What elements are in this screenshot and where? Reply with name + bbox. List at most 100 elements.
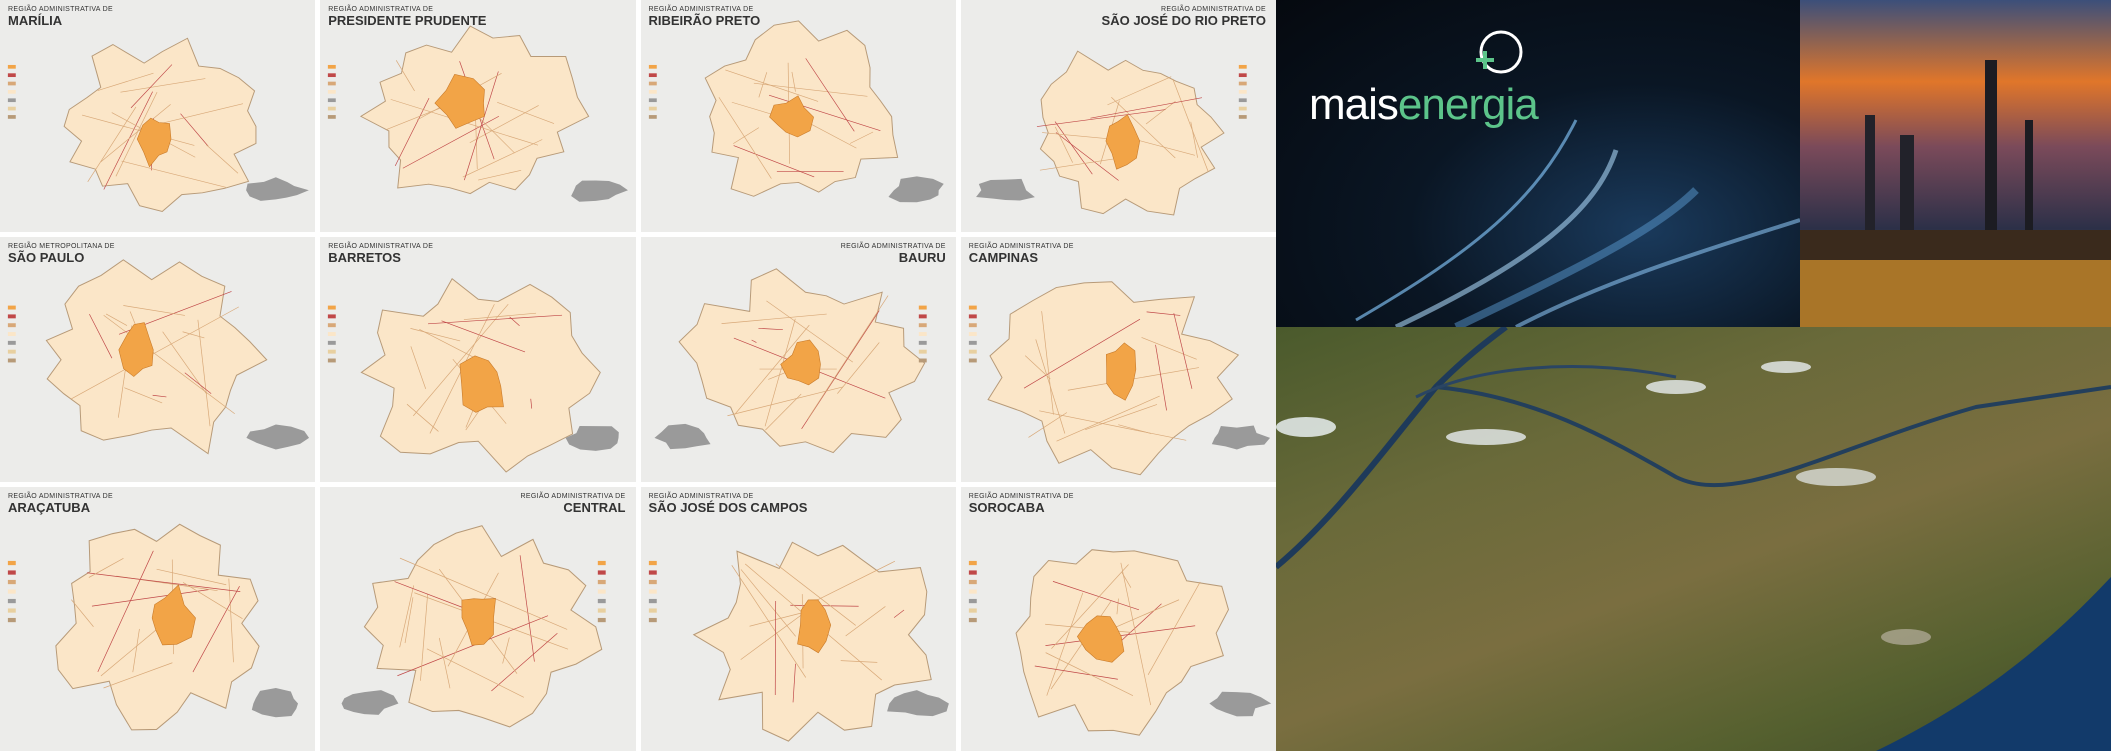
road	[1147, 581, 1201, 676]
map-kicker: REGIÃO ADMINISTRATIVA DE	[328, 6, 434, 13]
road	[840, 660, 877, 663]
legend-swatch	[7, 560, 16, 566]
road	[197, 319, 211, 427]
legend-swatch	[598, 570, 606, 575]
map-kicker: REGIÃO ADMINISTRATIVA DE	[968, 493, 1074, 500]
road	[91, 589, 209, 607]
legend-swatch	[968, 332, 977, 336]
road	[394, 581, 471, 611]
road	[97, 550, 154, 673]
road	[130, 64, 173, 109]
road	[410, 346, 427, 390]
map-kicker: REGIÃO ADMINISTRATIVA DE	[840, 243, 946, 250]
legend-swatch	[598, 617, 606, 623]
road	[439, 637, 451, 689]
road	[1090, 97, 1202, 119]
legend-swatch	[1238, 98, 1247, 103]
state-inset	[975, 178, 1035, 201]
legend-swatch	[7, 589, 16, 594]
map-drawing	[7, 523, 299, 731]
road	[1116, 598, 1119, 615]
map-title: REGIÃO ADMINISTRATIVA DE ARAÇATUBA	[8, 493, 113, 515]
legend-swatch	[648, 589, 657, 594]
road	[1024, 355, 1051, 380]
legend-swatch	[1238, 106, 1247, 111]
map-name: SÃO JOSÉ DO RIO PRETO	[1101, 13, 1266, 28]
road	[1028, 412, 1067, 438]
road	[441, 320, 526, 353]
map-panel: REGIÃO ADMINISTRATIVA DE ARAÇATUBA	[0, 487, 316, 751]
map-name: SÃO JOSÉ DOS CAMPOS	[648, 500, 808, 515]
satellite-features	[1276, 327, 2111, 751]
streak	[1454, 187, 1699, 327]
map-name: PRESIDENTE PRUDENTE	[328, 13, 487, 28]
road	[1054, 126, 1073, 163]
map-kicker: REGIÃO METROPOLITANA DE	[8, 243, 115, 250]
road	[530, 398, 533, 409]
legend-swatch	[648, 560, 657, 566]
map-drawing	[648, 20, 944, 203]
legend-swatch	[968, 589, 977, 594]
road	[718, 97, 772, 179]
map-name: RIBEIRÃO PRETO	[648, 13, 761, 28]
state-inset	[887, 176, 944, 203]
map-grid: REGIÃO ADMINISTRATIVA DE MARÍLIA REGIÃO AD…	[0, 0, 1276, 751]
legend-swatch	[1238, 115, 1247, 119]
road	[724, 69, 818, 102]
road	[397, 615, 549, 677]
legend-swatch	[328, 314, 337, 319]
map-panel: REGIÃO ADMINISTRATIVA DE RIBEIRÃO PRETO	[640, 0, 956, 232]
road	[192, 586, 240, 673]
road	[406, 403, 439, 432]
legend-swatch	[968, 560, 977, 566]
highlight-area	[136, 117, 172, 168]
legend-swatch	[7, 314, 16, 319]
river	[1415, 365, 1677, 399]
legend-swatch	[7, 579, 16, 585]
road	[88, 558, 124, 578]
legend-swatch	[968, 598, 977, 604]
road	[1050, 564, 1129, 649]
road	[845, 606, 886, 637]
legend-swatch	[328, 349, 337, 354]
road	[1056, 395, 1160, 442]
legend-swatch	[648, 64, 657, 69]
road	[802, 560, 895, 608]
map-drawing	[7, 37, 309, 213]
road	[804, 58, 855, 132]
legend-swatch	[918, 340, 927, 345]
legend-swatch	[328, 332, 337, 336]
road	[807, 295, 888, 419]
legend-swatch	[968, 349, 977, 354]
highlight-area	[118, 322, 154, 377]
road	[750, 339, 757, 343]
road	[100, 625, 162, 677]
logo-plus	[1476, 51, 1494, 69]
map-name: BARRETOS	[328, 250, 401, 265]
road	[757, 327, 783, 331]
legend-swatch	[7, 115, 16, 119]
road	[132, 628, 140, 673]
road	[184, 372, 212, 394]
road	[123, 305, 185, 316]
road	[491, 632, 558, 692]
legend-swatch	[7, 332, 16, 336]
road	[419, 329, 481, 361]
map-panel: REGIÃO ADMINISTRATIVA DE BAURU	[640, 237, 956, 482]
road	[413, 303, 509, 417]
road	[758, 72, 767, 98]
legend-swatch	[328, 73, 337, 78]
state-inset	[653, 423, 711, 450]
legend-swatch	[7, 90, 16, 94]
legend-swatch	[328, 358, 337, 363]
map-title: REGIÃO ADMINISTRATIVA DE SÃO JOSÉ DO RIO …	[1102, 6, 1266, 28]
road	[420, 594, 429, 681]
map-panel: REGIÃO ADMINISTRATIVA DE MARÍLIA	[0, 0, 316, 232]
map-kicker: REGIÃO ADMINISTRATIVA DE	[8, 493, 113, 500]
map-kicker: REGIÃO ADMINISTRATIVA DE	[8, 6, 113, 13]
road	[734, 324, 810, 415]
logo-text: energia	[1397, 80, 1539, 129]
map-drawing	[648, 541, 949, 742]
legend-swatch	[328, 106, 337, 111]
city	[1881, 629, 1931, 645]
